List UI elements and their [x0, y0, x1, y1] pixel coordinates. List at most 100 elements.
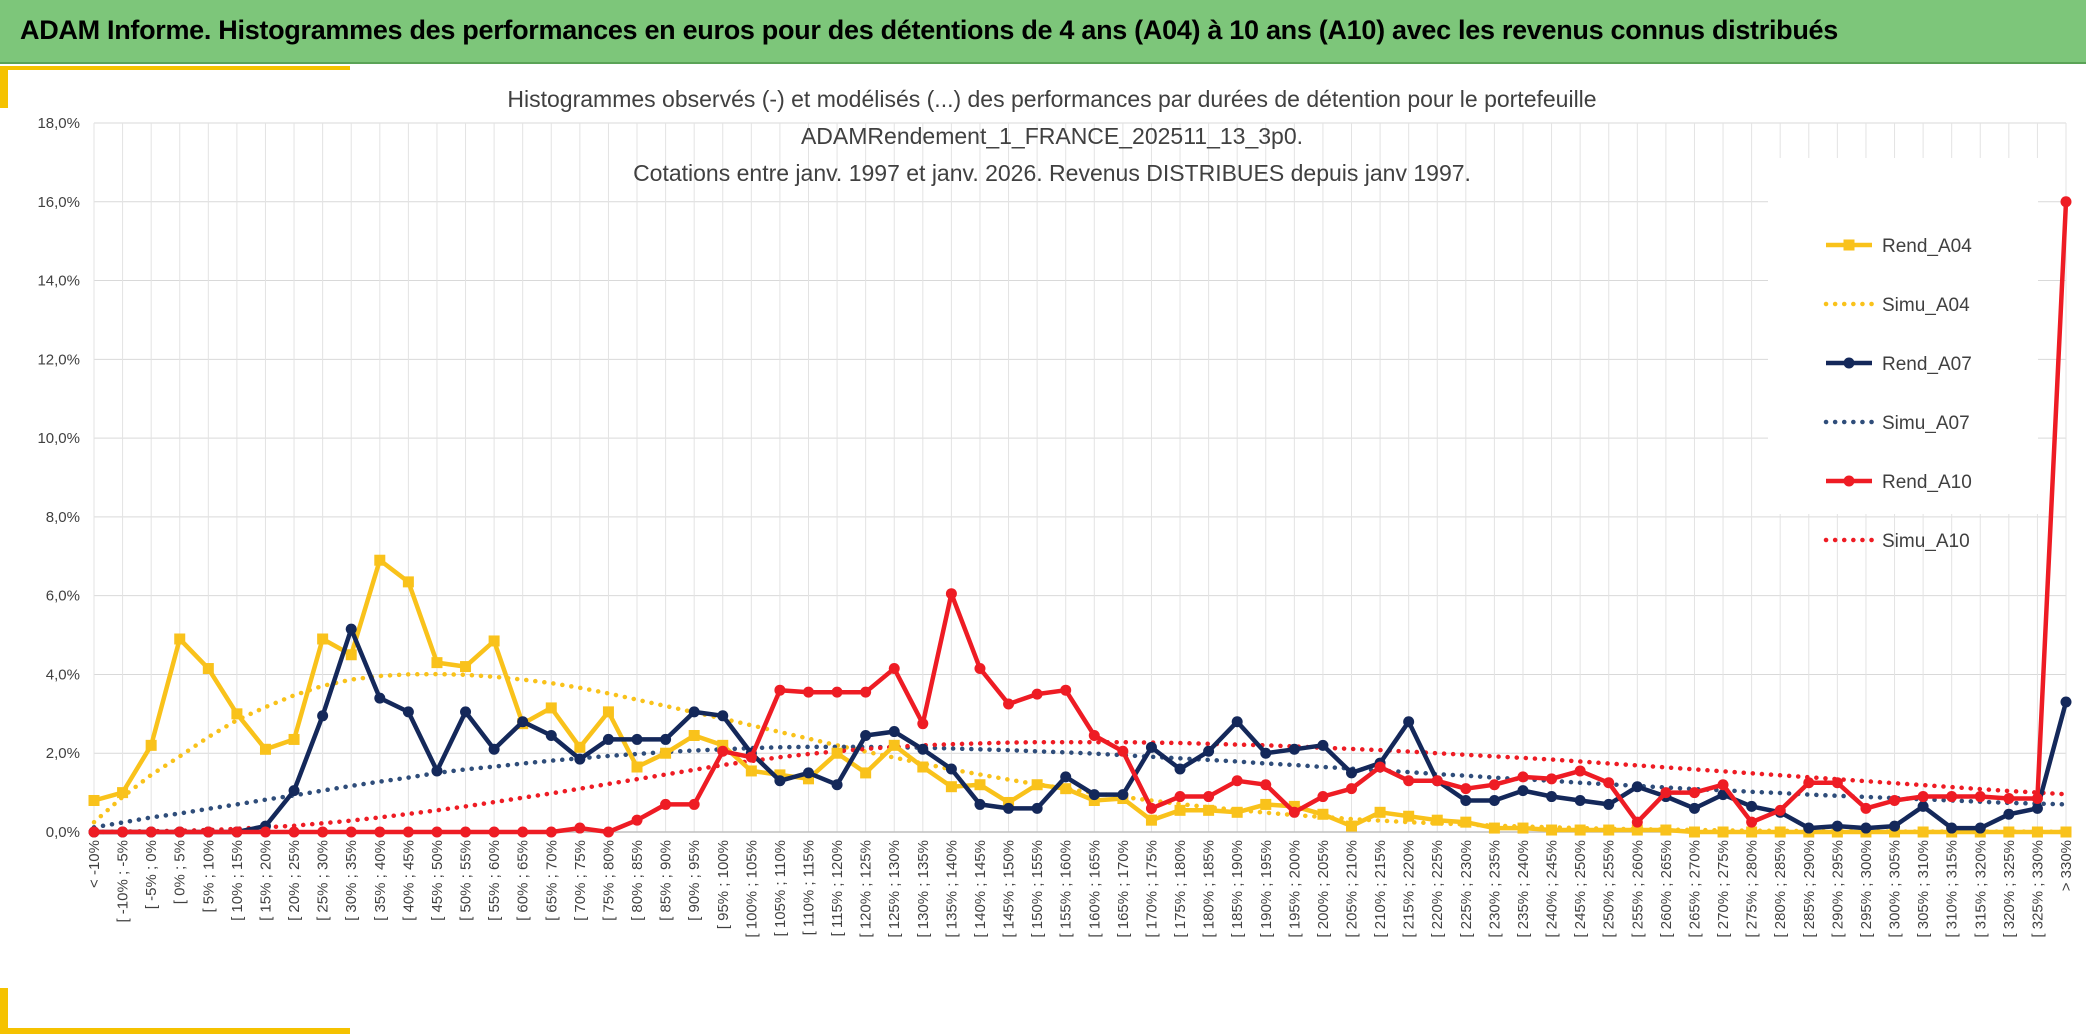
- x-tick-label: [ 240% ; 245%: [1544, 840, 1561, 938]
- x-tick-label: [ 40% ; 45%: [400, 840, 417, 921]
- x-tick-label: [ 265% ; 270%: [1686, 840, 1703, 938]
- data-point: [1546, 773, 1558, 785]
- data-point: [745, 765, 757, 777]
- data-point: [1203, 804, 1215, 816]
- x-tick-label: [ 305% ; 310%: [1915, 840, 1932, 938]
- x-tick-label: [ 190% ; 195%: [1258, 840, 1275, 938]
- x-tick-label: [ 235% ; 240%: [1515, 840, 1532, 938]
- x-tick-label: [ 85% ; 90%: [658, 840, 675, 921]
- data-point: [2060, 826, 2072, 838]
- data-point: [1746, 800, 1758, 812]
- data-point: [1488, 794, 1500, 806]
- data-point: [831, 747, 843, 759]
- data-point: [602, 733, 614, 745]
- series-simu-a10: [91, 739, 2069, 835]
- data-point: [288, 785, 300, 797]
- x-tick-label: > 330%: [2058, 840, 2075, 891]
- data-point: [1917, 800, 1929, 812]
- y-tick-label: 4,0%: [46, 666, 80, 683]
- data-point: [688, 706, 700, 718]
- data-point: [1145, 814, 1157, 826]
- data-point: [860, 686, 872, 698]
- x-tick-label: [ 125% ; 130%: [886, 840, 903, 938]
- data-point: [545, 729, 557, 741]
- data-point: [1546, 791, 1558, 803]
- data-point: [1831, 826, 1843, 838]
- data-point: [1831, 777, 1843, 789]
- data-point: [745, 751, 757, 763]
- data-point: [1317, 808, 1329, 820]
- data-point: [631, 761, 643, 773]
- data-point: [88, 826, 100, 838]
- x-tick-label: [ 180% ; 185%: [1201, 840, 1218, 938]
- data-point: [574, 822, 586, 834]
- x-tick-label: [ 5% ; 10%: [200, 840, 217, 913]
- data-point: [1688, 787, 1700, 799]
- data-point: [517, 826, 529, 838]
- data-point: [1346, 783, 1358, 795]
- data-point: [631, 814, 643, 826]
- data-point: [1517, 771, 1529, 783]
- data-point: [774, 775, 786, 787]
- y-tick-label: 18,0%: [37, 115, 80, 132]
- data-point: [1546, 824, 1558, 836]
- data-point: [2003, 793, 2015, 805]
- data-point: [2060, 196, 2072, 208]
- data-point: [145, 826, 157, 838]
- data-point: [574, 741, 586, 753]
- series-line: [93, 557, 2066, 835]
- data-point: [460, 826, 472, 838]
- data-point: [1488, 822, 1500, 834]
- x-tick-label: [ 35% ; 40%: [372, 840, 389, 921]
- x-tick-label: [ 10% ; 15%: [229, 840, 246, 921]
- data-point: [1088, 794, 1100, 806]
- x-tick-label: [ 20% ; 25%: [286, 840, 303, 921]
- y-tick-label: 6,0%: [46, 588, 80, 605]
- data-point: [1803, 822, 1815, 834]
- data-point: [1574, 824, 1586, 836]
- data-point: [1374, 761, 1386, 773]
- data-point: [888, 739, 900, 751]
- data-point: [831, 779, 843, 791]
- data-point: [1717, 779, 1729, 791]
- accent-bar-top: [0, 66, 350, 70]
- data-point: [1288, 800, 1300, 812]
- data-point: [831, 686, 843, 698]
- data-point: [2031, 793, 2043, 805]
- data-point: [2003, 826, 2015, 838]
- data-point: [259, 743, 271, 755]
- data-point: [2003, 808, 2015, 820]
- series-rend-a04: [88, 554, 2072, 838]
- data-point: [202, 663, 214, 675]
- data-point: [431, 826, 443, 838]
- x-tick-label: [ 275% ; 280%: [1744, 840, 1761, 938]
- data-point: [431, 657, 443, 669]
- x-tick-label: [ 230% ; 235%: [1486, 840, 1503, 938]
- data-point: [1917, 791, 1929, 803]
- x-tick-label: [ 45% ; 50%: [429, 840, 446, 921]
- legend-item-rend-a04: Rend_A04: [1826, 236, 1972, 257]
- data-point: [1231, 806, 1243, 818]
- x-tick-label: [ 55% ; 60%: [486, 840, 503, 921]
- series-line: [91, 739, 2069, 835]
- data-point: [1946, 791, 1958, 803]
- data-point: [1288, 806, 1300, 818]
- data-point: [288, 733, 300, 745]
- data-point: [1488, 779, 1500, 791]
- data-point: [974, 798, 986, 810]
- data-point: [174, 633, 186, 645]
- data-point: [488, 743, 500, 755]
- data-point: [1117, 745, 1129, 757]
- data-point: [1603, 777, 1615, 789]
- chart-title: Histogrammes observés (-) et modélisés (…: [507, 86, 1596, 186]
- x-tick-label: [ 25% ; 30%: [315, 840, 332, 921]
- data-point: [460, 661, 472, 673]
- data-point: [374, 554, 386, 566]
- data-point: [1003, 802, 1015, 814]
- data-point: [802, 767, 814, 779]
- data-point: [860, 729, 872, 741]
- data-point: [660, 747, 672, 759]
- data-point: [1374, 806, 1386, 818]
- data-point: [945, 588, 957, 600]
- data-point: [1145, 741, 1157, 753]
